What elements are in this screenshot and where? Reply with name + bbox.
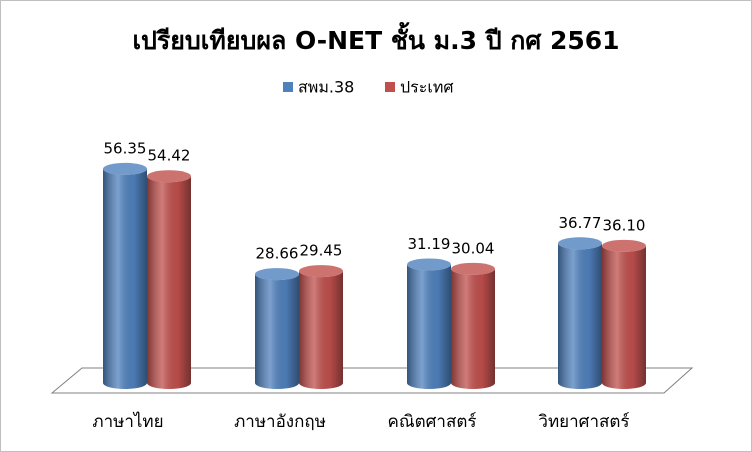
bar-shading — [255, 274, 299, 389]
bar-top — [407, 258, 451, 271]
legend-label: ประเทศ — [400, 78, 454, 97]
bar-top — [103, 162, 147, 175]
bar-top-highlight — [255, 268, 299, 281]
bar-shading — [299, 271, 344, 389]
value-label: 30.04 — [452, 239, 495, 257]
legend-label: สพม.38 — [298, 78, 354, 97]
value-label: 36.77 — [559, 214, 602, 232]
x-tick-label: ภาษาไทย — [92, 411, 163, 432]
bar-shading — [407, 264, 451, 389]
bar-shading — [103, 168, 147, 389]
bar-top-highlight — [451, 262, 495, 275]
bar-shading — [602, 245, 646, 389]
x-tick-label: ภาษาอังกฤษ — [234, 412, 326, 432]
bar-top-highlight — [602, 239, 646, 252]
bar-top — [558, 237, 602, 250]
bar-top — [451, 262, 495, 275]
bar-top — [255, 268, 299, 281]
value-label: 56.35 — [104, 139, 147, 157]
legend-swatch — [283, 82, 293, 92]
bar-top — [602, 239, 646, 252]
bar-top-highlight — [558, 237, 602, 250]
bar-top-highlight — [147, 170, 191, 183]
value-label: 31.19 — [408, 235, 451, 253]
value-label: 29.45 — [300, 242, 343, 260]
bar-top — [299, 265, 343, 278]
bar-top-highlight — [103, 162, 147, 175]
bar-shading — [451, 268, 495, 389]
bar-shading — [558, 243, 602, 389]
bar-shading — [147, 176, 191, 389]
value-label: 36.10 — [603, 216, 646, 234]
legend-swatch — [385, 82, 395, 92]
x-tick-label: คณิตศาสตร์ — [387, 412, 476, 432]
bar-top-highlight — [299, 265, 343, 278]
bar-top-highlight — [407, 258, 451, 271]
chart-title: เปรียบเทียบผล O-NET ชั้น ม.3 ปี กศ 2561 — [132, 21, 619, 55]
x-tick-label: วิทยาศาสตร์ — [538, 412, 630, 432]
value-label: 28.66 — [256, 245, 299, 263]
bar-top — [147, 170, 191, 183]
value-label: 54.42 — [148, 147, 191, 165]
